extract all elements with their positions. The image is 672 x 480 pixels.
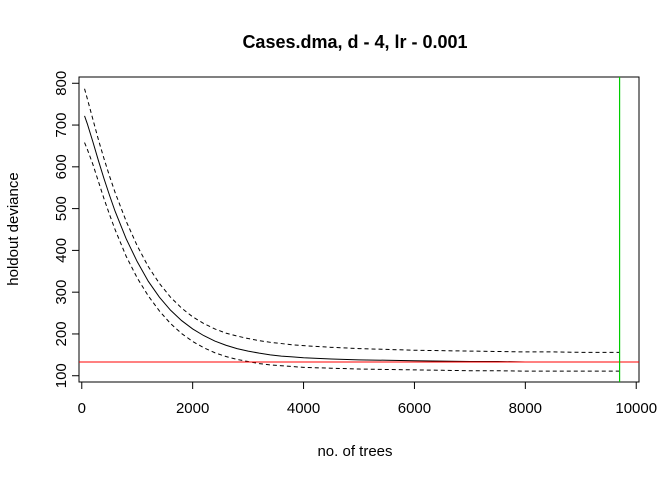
y-tick-label: 200 [53, 321, 70, 346]
y-axis: 100 200 300 400 500 600 700 800 [53, 71, 79, 388]
y-tick-label: 400 [53, 238, 70, 263]
y-tick-label: 100 [53, 363, 70, 388]
plot-frame [78, 76, 640, 383]
series-layer [84, 88, 620, 372]
reference-lines [79, 77, 639, 382]
x-tick-label: 8000 [509, 400, 542, 417]
x-tick-label: 2000 [176, 400, 209, 417]
y-tick-label: 500 [53, 196, 70, 221]
dashed-series-line-2 [84, 142, 620, 372]
y-tick-label: 600 [53, 154, 70, 179]
dashed-series-line-1 [84, 88, 620, 353]
y-tick-label: 800 [53, 71, 70, 96]
x-tick-label: 4000 [287, 400, 320, 417]
y-axis-label: holdout deviance [5, 172, 22, 285]
y-tick-label: 300 [53, 280, 70, 305]
mean-series-line [84, 115, 620, 363]
x-axis-label: no. of trees [317, 443, 392, 460]
x-axis: 0 2000 4000 6000 8000 10000 [78, 382, 657, 417]
chart-title: Cases.dma, d - 4, lr - 0.001 [242, 32, 467, 52]
x-tick-label: 0 [78, 400, 86, 417]
x-tick-label: 10000 [615, 400, 657, 417]
x-tick-label: 6000 [398, 400, 431, 417]
y-tick-label: 700 [53, 113, 70, 138]
